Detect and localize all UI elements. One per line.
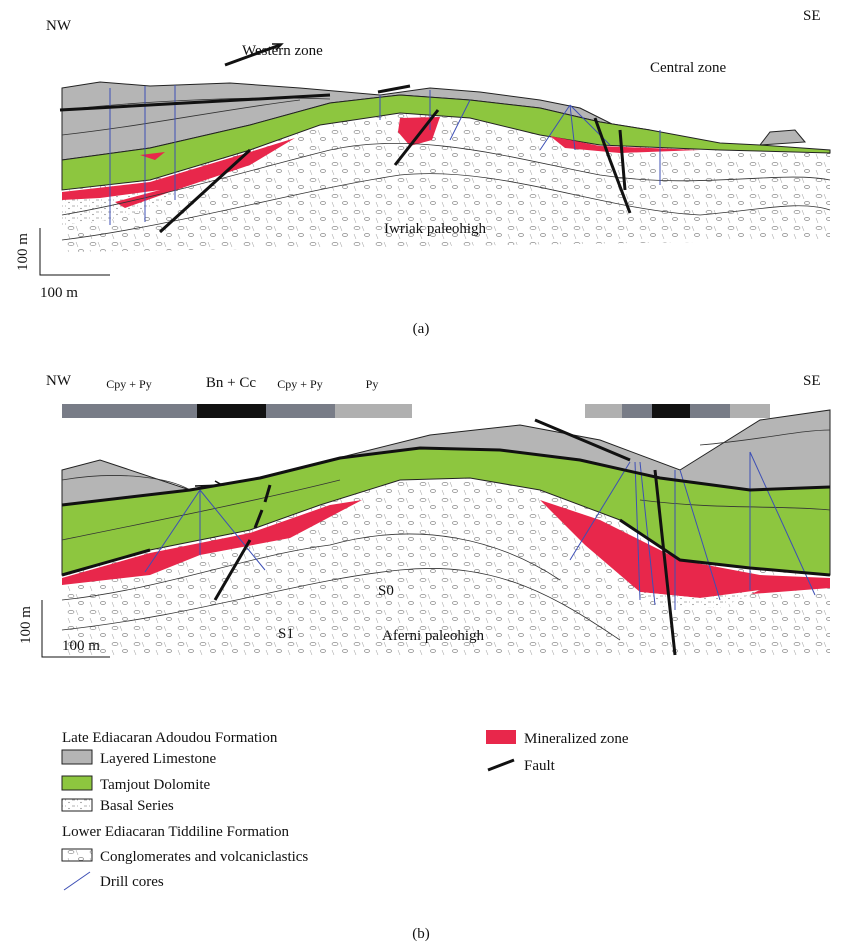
mineral-bar bbox=[266, 404, 335, 418]
structure-label: S1 bbox=[278, 626, 294, 642]
mineral-label: Cpy + Py bbox=[106, 377, 151, 391]
legend-label: Fault bbox=[524, 758, 556, 774]
cross-section-figure: NW SE Western zone Central zone Iwriak p… bbox=[0, 0, 843, 947]
legend-swatch bbox=[62, 849, 92, 861]
mineral-label: Py bbox=[366, 377, 379, 391]
legend-swatch bbox=[486, 730, 516, 744]
structure-label: S0 bbox=[378, 583, 394, 599]
legend-label: Basal Series bbox=[100, 798, 174, 814]
legend-label: Drill cores bbox=[100, 874, 164, 890]
mineral-bar bbox=[652, 404, 690, 418]
legend-swatch bbox=[488, 760, 514, 770]
scale-label: 100 m bbox=[62, 638, 100, 654]
legend-heading: Lower Ediacaran Tiddiline Formation bbox=[62, 824, 290, 840]
mineral-label: Bn + Cc bbox=[206, 375, 256, 391]
direction-label: NW bbox=[46, 373, 72, 389]
panel-a: NW SE Western zone Central zone Iwriak p… bbox=[15, 8, 830, 337]
legend-swatch bbox=[62, 750, 92, 764]
direction-label: SE bbox=[803, 8, 821, 24]
legend: Late Ediacaran Adoudou Formation Layered… bbox=[62, 730, 629, 890]
legend-label: Conglomerates and volcaniclastics bbox=[100, 849, 308, 865]
paleohigh-label: Aferni paleohigh bbox=[382, 628, 485, 644]
panel-caption: (b) bbox=[412, 926, 430, 942]
scale-label: 100 m bbox=[18, 606, 34, 644]
mineral-label: Cpy + Py bbox=[277, 377, 322, 391]
mineral-bar bbox=[622, 404, 652, 418]
mineral-bar bbox=[335, 404, 412, 418]
direction-label: NW bbox=[46, 18, 72, 34]
legend-label: Mineralized zone bbox=[524, 731, 629, 747]
legend-swatch bbox=[62, 776, 92, 790]
zone-label: Western zone bbox=[242, 43, 323, 59]
zone-label: Central zone bbox=[650, 60, 727, 76]
mineral-bar bbox=[690, 404, 730, 418]
legend-swatch bbox=[62, 799, 92, 811]
mineral-bar bbox=[62, 404, 197, 418]
legend-heading: Late Ediacaran Adoudou Formation bbox=[62, 730, 278, 746]
legend-swatch bbox=[64, 872, 90, 890]
paleohigh-label: Iwriak paleohigh bbox=[384, 221, 487, 237]
mineral-bar bbox=[730, 404, 770, 418]
legend-label: Layered Limestone bbox=[100, 751, 217, 767]
panel-caption: (a) bbox=[413, 321, 430, 337]
mineral-bar bbox=[585, 404, 622, 418]
limestone-unit bbox=[760, 130, 805, 145]
legend-label: Tamjout Dolomite bbox=[100, 777, 211, 793]
arrow bbox=[195, 481, 222, 486]
scale-label: 100 m bbox=[15, 233, 31, 271]
direction-label: SE bbox=[803, 373, 821, 389]
scale-label: 100 m bbox=[40, 285, 78, 301]
mineral-bar bbox=[197, 404, 266, 418]
